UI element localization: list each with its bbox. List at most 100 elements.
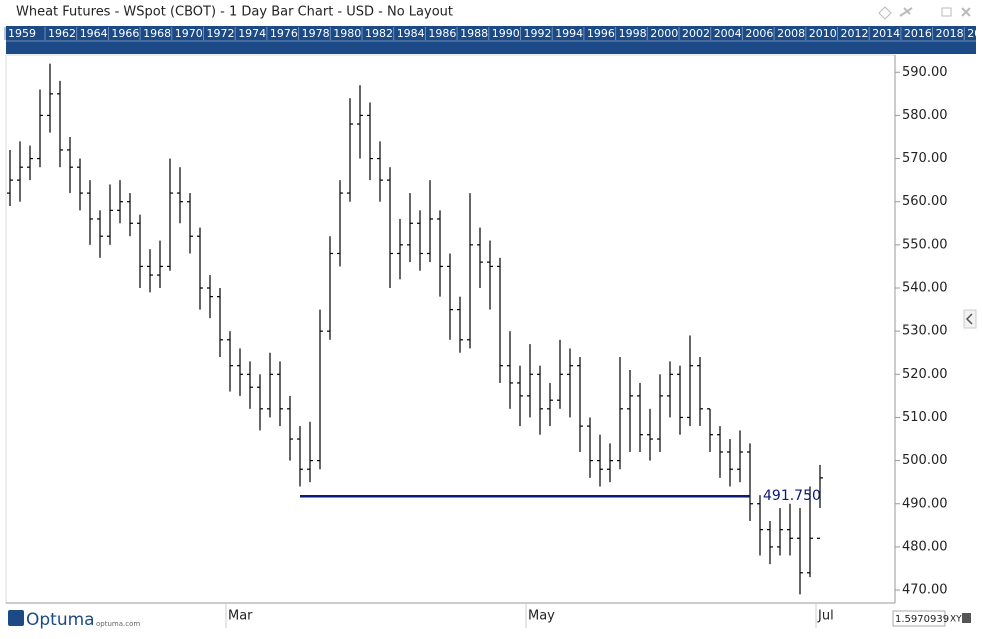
year-label: 1994 xyxy=(555,27,583,40)
year-label: 1986 xyxy=(428,27,456,40)
window-title: Wheat Futures - WSpot (CBOT) - 1 Day Bar… xyxy=(16,5,453,20)
y-tick-label: 490.00 xyxy=(902,496,948,511)
window-buttons xyxy=(878,6,971,20)
price-bar xyxy=(107,184,113,245)
price-bar xyxy=(127,193,133,237)
axis-mode[interactable]: XY xyxy=(950,615,962,625)
price-bar xyxy=(487,240,493,310)
price-bar xyxy=(717,426,723,478)
price-bar xyxy=(707,408,713,452)
price-bar xyxy=(807,486,813,578)
level-label: 491.750 xyxy=(763,488,821,504)
price-bar xyxy=(467,193,473,349)
year-label: 2000 xyxy=(650,27,678,40)
price-bar xyxy=(7,149,13,207)
price-bar xyxy=(607,443,613,483)
pin-icon[interactable] xyxy=(878,6,892,20)
price-bar xyxy=(617,357,623,470)
price-bar xyxy=(507,331,513,409)
scale-box[interactable] xyxy=(892,610,946,627)
year-label: 1970 xyxy=(175,27,203,40)
price-bar xyxy=(547,382,553,427)
y-tick-label: 530.00 xyxy=(902,324,948,339)
price-bar xyxy=(557,339,563,409)
price-bar xyxy=(247,361,253,409)
price-bar xyxy=(357,85,363,159)
close-icon[interactable] xyxy=(961,7,971,17)
price-bar xyxy=(817,464,823,539)
x-tick-label: Jul xyxy=(817,609,834,624)
navigator-strip[interactable] xyxy=(6,26,976,54)
price-bar xyxy=(437,210,443,297)
price-bar xyxy=(177,167,183,224)
price-bar xyxy=(367,102,373,181)
price-bar xyxy=(767,521,773,565)
year-label: 1972 xyxy=(207,27,235,40)
y-tick-label: 470.00 xyxy=(902,583,948,598)
price-bar xyxy=(637,382,643,452)
price-bar xyxy=(17,141,23,202)
year-label: 1992 xyxy=(524,27,552,40)
price-bar xyxy=(457,296,463,353)
price-bar xyxy=(77,158,83,211)
year-label: 2002 xyxy=(682,27,710,40)
year-label: 1996 xyxy=(587,27,615,40)
brand: Optuma xyxy=(26,610,95,630)
y-tick-label: 570.00 xyxy=(902,151,948,166)
year-label: 2012 xyxy=(841,27,869,40)
price-bar xyxy=(647,408,653,461)
price-bar xyxy=(427,180,433,263)
price-bar xyxy=(57,80,63,168)
side-tab[interactable] xyxy=(963,309,977,329)
price-bar xyxy=(787,503,793,556)
price-bar xyxy=(727,439,733,487)
price-bar xyxy=(687,335,693,427)
price-bar xyxy=(327,236,333,340)
y-tick-label: 520.00 xyxy=(902,367,948,382)
x-tick-label: Mar xyxy=(228,609,253,624)
year-label: 1988 xyxy=(460,27,488,40)
price-bar xyxy=(377,141,383,202)
price-bar xyxy=(307,421,313,483)
price-bar xyxy=(257,374,263,431)
year-label: 2004 xyxy=(714,27,742,40)
price-bar xyxy=(777,508,783,556)
price-bar xyxy=(287,395,293,461)
price-bar xyxy=(697,357,703,427)
price-bar xyxy=(197,227,203,310)
price-bar xyxy=(217,288,223,358)
logo-icon xyxy=(8,610,24,626)
price-bar xyxy=(117,180,123,224)
price-bar xyxy=(227,331,233,392)
lock-icon[interactable] xyxy=(962,613,971,623)
price-bar xyxy=(597,434,603,487)
scale-value: 1.5970939 xyxy=(895,614,949,625)
restore-icon[interactable] xyxy=(941,7,952,17)
price-bar xyxy=(517,365,523,427)
year-label: 1964 xyxy=(80,27,108,40)
year-label: 1968 xyxy=(143,27,171,40)
y-tick-label: 590.00 xyxy=(902,65,948,80)
year-label: 2006 xyxy=(745,27,773,40)
year-label: 2008 xyxy=(777,27,805,40)
year-label: 2016 xyxy=(904,27,932,40)
year-label: 20 xyxy=(967,27,981,40)
price-bar xyxy=(137,214,143,289)
year-label: 2018 xyxy=(936,27,964,40)
price-bar xyxy=(577,357,583,452)
price-bar xyxy=(147,249,153,293)
plot: 470.00 480.00 490.00 500.00 510.00 520.00 530.… xyxy=(7,63,948,628)
price-bar xyxy=(167,158,173,271)
link-icon[interactable] xyxy=(899,7,913,17)
brand-site: optuma.com xyxy=(96,620,140,628)
price-bar xyxy=(587,417,593,478)
side-tab-arrow xyxy=(965,313,973,325)
price-bar xyxy=(657,374,663,452)
y-tick-label: 510.00 xyxy=(902,410,948,425)
y-tick-label: 580.00 xyxy=(902,108,948,123)
y-tick-label: 480.00 xyxy=(902,539,948,554)
price-bar xyxy=(47,63,53,133)
price-bar xyxy=(537,365,543,435)
price-bar xyxy=(27,145,33,181)
